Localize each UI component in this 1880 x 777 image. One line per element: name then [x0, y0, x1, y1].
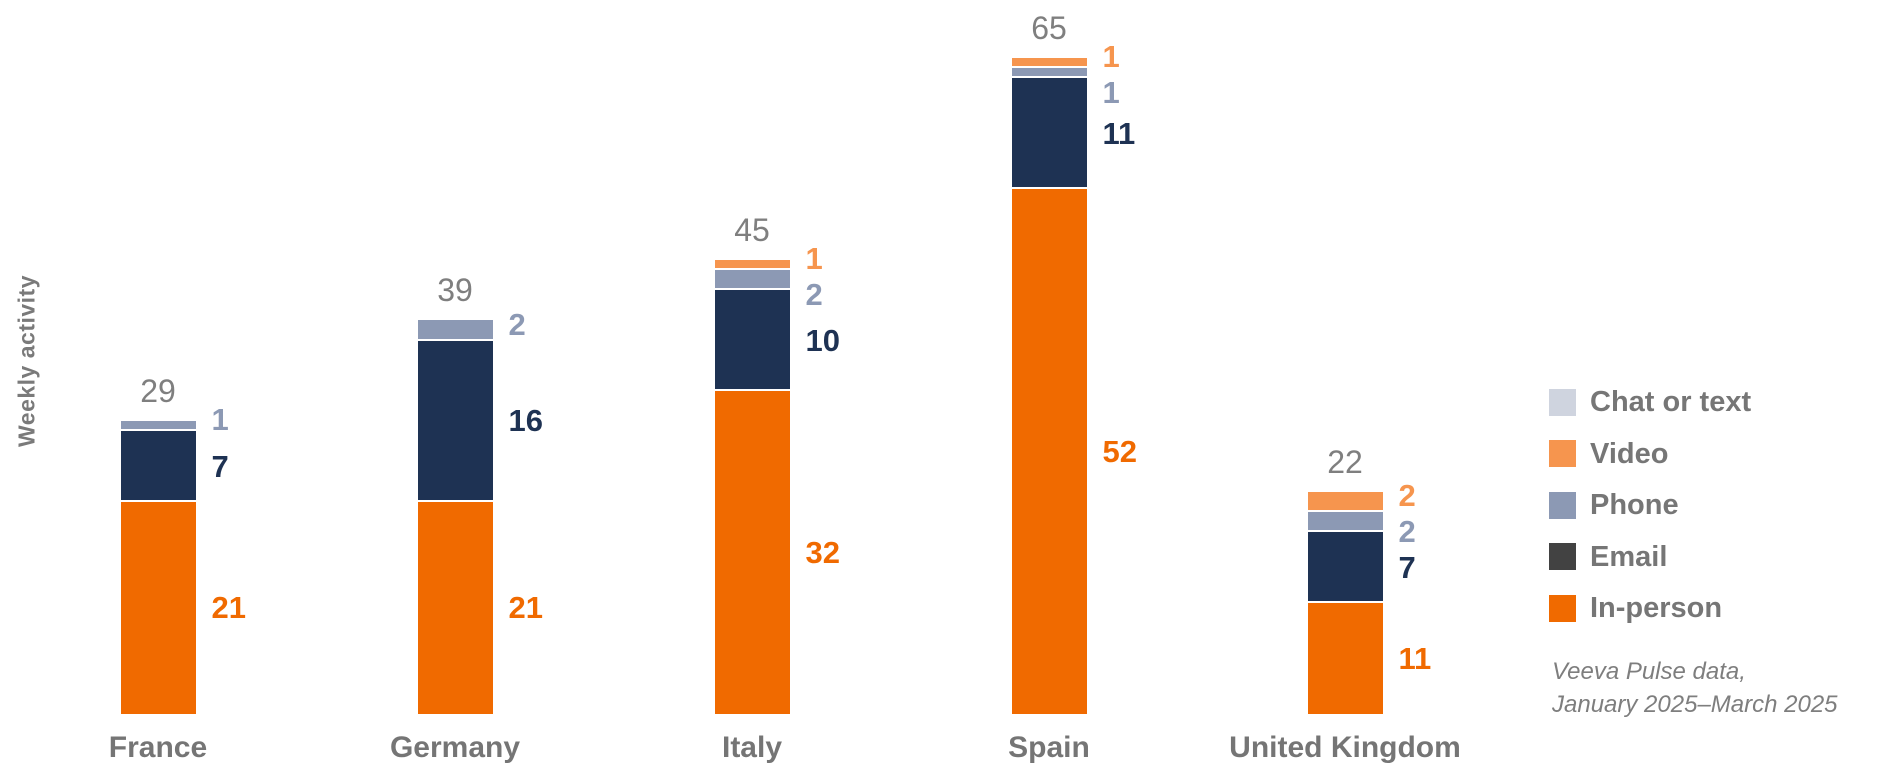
bar-segment-email	[1307, 532, 1383, 601]
bar-total-label: 22	[1327, 444, 1363, 481]
footnote-line-1: Veeva Pulse data,	[1552, 658, 1746, 685]
category-label-france: France	[108, 731, 208, 764]
bar-segment-in-person	[1011, 189, 1087, 714]
segment-value-label: 7	[211, 448, 229, 484]
category-label-italy: Italy	[721, 731, 783, 764]
bar-segment-phone	[1011, 68, 1087, 77]
bar-segment-in-person	[714, 391, 790, 714]
phone-swatch-icon	[1549, 491, 1576, 519]
segment-value-label: 2	[1398, 478, 1416, 514]
bar-total-label: 65	[1031, 10, 1067, 47]
bar-segment-video	[1011, 58, 1087, 67]
legend-item-in-person: In-person	[1549, 592, 1723, 624]
bar-segment-phone	[714, 270, 790, 289]
segment-value-label: 11	[1398, 640, 1432, 676]
video-swatch-icon	[1549, 440, 1576, 467]
bar-segment-phone	[120, 421, 196, 430]
in-person-swatch-icon	[1549, 594, 1576, 622]
legend-item-label: In-person	[1590, 592, 1723, 624]
segment-value-label: 21	[211, 590, 246, 626]
email-swatch-icon	[1549, 543, 1576, 570]
legend-item-label: Video	[1590, 437, 1669, 470]
legend-item-label: Email	[1590, 540, 1668, 573]
legend-item-label: Chat or text	[1590, 386, 1752, 418]
category-label-germany: Germany	[389, 731, 521, 764]
bar-segment-email	[1011, 78, 1087, 188]
bar-segment-email	[417, 340, 493, 501]
segment-value-label: 2	[805, 276, 823, 312]
category-label-united-kingdom: United Kingdom	[1229, 731, 1461, 764]
legend-item-phone: Phone	[1549, 489, 1679, 521]
bar-segment-email	[714, 290, 790, 390]
bar-segment-phone	[417, 320, 493, 339]
bar-total-label: 45	[734, 211, 770, 248]
legend-item-label: Phone	[1590, 489, 1679, 521]
bar-segment-video	[714, 259, 790, 269]
legend-item-email: Email	[1549, 540, 1668, 573]
chat-or-text-swatch-icon	[1549, 388, 1576, 416]
segment-value-label: 1	[805, 240, 823, 276]
footnote: Veeva Pulse data, January 2025–March 202…	[1552, 655, 1838, 721]
legend-item-video: Video	[1549, 437, 1669, 470]
bar-segment-in-person	[120, 502, 196, 714]
bar-segment-email	[120, 431, 196, 501]
segment-value-label: 2	[1398, 514, 1416, 550]
bar-total-label: 39	[437, 272, 473, 309]
segment-value-label: 32	[805, 534, 840, 570]
segment-value-label: 52	[1102, 433, 1137, 469]
segment-value-label: 21	[508, 590, 543, 626]
segment-value-label: 11	[1102, 115, 1136, 151]
segment-value-label: 10	[805, 322, 840, 358]
segment-value-label: 7	[1398, 550, 1416, 586]
bar-segment-phone	[1307, 512, 1383, 531]
bar-segment-video	[1307, 492, 1383, 511]
footnote-line-2: January 2025–March 2025	[1552, 691, 1838, 718]
segment-value-label: 1	[211, 402, 229, 438]
segment-value-label: 1	[1102, 75, 1120, 111]
legend-item-chat-or-text: Chat or text	[1549, 386, 1752, 418]
segment-value-label: 1	[1102, 39, 1120, 75]
bar-segment-in-person	[1307, 603, 1383, 714]
bar-total-label: 29	[140, 373, 176, 410]
category-label-spain: Spain	[1008, 731, 1090, 764]
segment-value-label: 2	[508, 306, 526, 342]
bar-segment-in-person	[417, 502, 493, 714]
y-axis-label: Weekly activity	[13, 274, 40, 448]
segment-value-label: 16	[508, 403, 543, 439]
